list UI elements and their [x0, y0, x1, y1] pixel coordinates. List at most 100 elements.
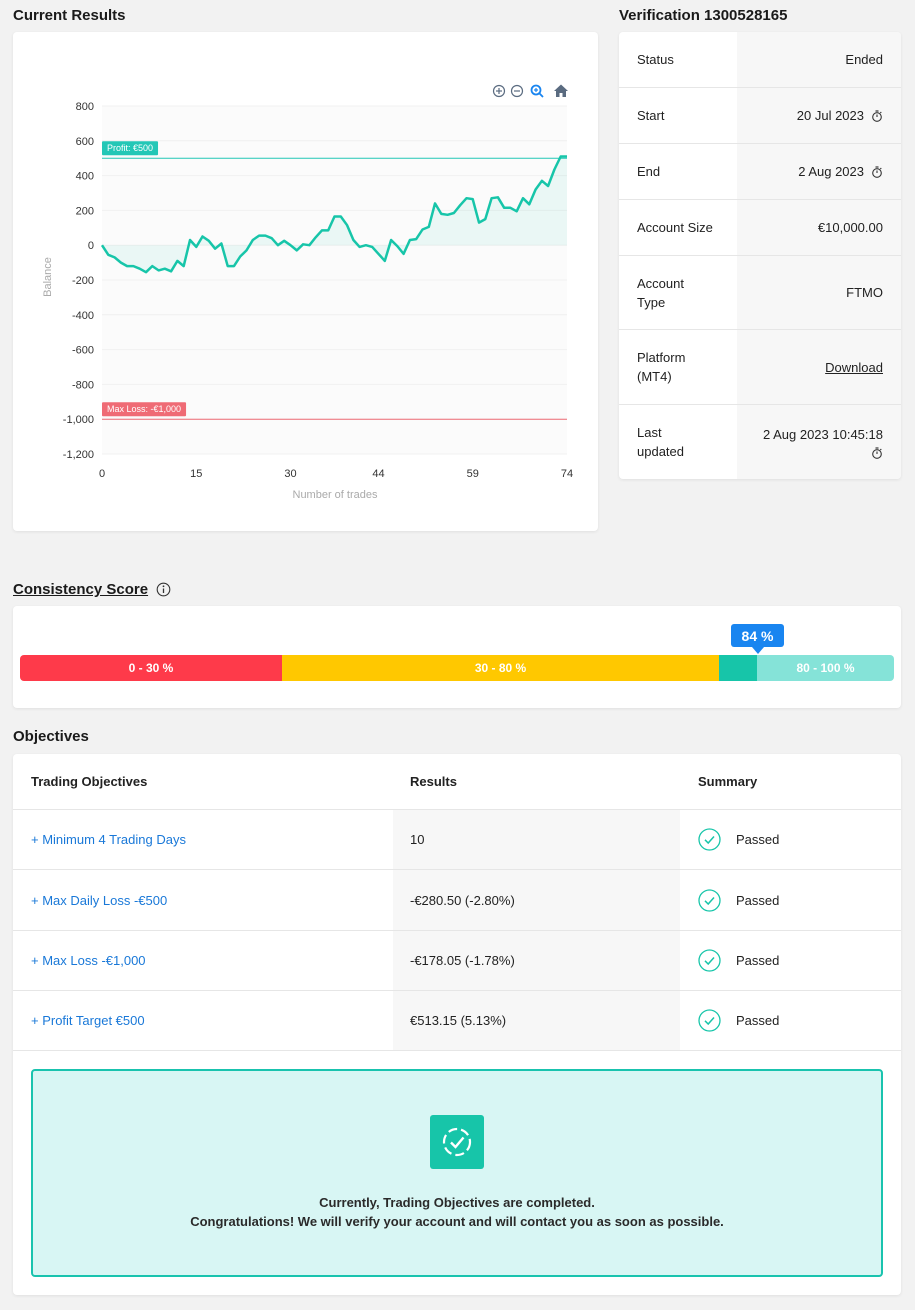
y-axis-ticks: 800 600 400 200 0 -200 -400 -600 -800 -1,000 -1,20…: [63, 101, 94, 461]
consistency-score-badge: 84 %: [731, 624, 784, 647]
verification-label-line2: Type: [637, 294, 666, 310]
verification-table: Status Ended Start 20 Jul 2023 End 2 Aug…: [619, 32, 901, 479]
objective-link-profit-target[interactable]: + Profit Target €500: [31, 1013, 145, 1028]
objective-result: €513.15 (5.13%): [393, 991, 680, 1050]
x-tick-label: 0: [99, 468, 105, 480]
completion-message-line1: Currently, Trading Objectives are comple…: [319, 1195, 595, 1210]
score-segment-low: 0 - 30 %: [20, 655, 282, 681]
objectives-title: Objectives: [13, 728, 89, 745]
score-segment-mid: 30 - 80 %: [282, 655, 719, 681]
balance-chart: Profit: €500 Max Loss: -€1,000 800 600 400…: [42, 84, 573, 501]
verification-label: Account: [637, 275, 684, 291]
verification-label: End: [637, 164, 661, 179]
y-tick-label: -200: [72, 275, 94, 287]
y-tick-label: -1,200: [63, 449, 94, 461]
consistency-score-title[interactable]: Consistency Score: [13, 581, 149, 598]
column-header-results: Results: [393, 754, 680, 809]
objective-link-max-loss[interactable]: + Max Loss -€1,000: [31, 953, 146, 968]
home-icon[interactable]: [554, 84, 568, 98]
x-tick-label: 74: [561, 468, 573, 480]
objectives-completed-banner: Currently, Trading Objectives are comple…: [31, 1069, 883, 1277]
objective-summary: Passed: [736, 953, 780, 968]
verification-label: Platform: [637, 350, 686, 365]
consistency-score-card: 0 - 30 % 30 - 80 % 80 - 100 % 84 %: [13, 606, 901, 708]
x-tick-label: 59: [467, 468, 479, 480]
objective-summary: Passed: [736, 832, 780, 847]
stopwatch-icon: [872, 447, 882, 459]
objective-link-max-daily-loss[interactable]: + Max Daily Loss -€500: [31, 892, 168, 908]
y-tick-label: -800: [72, 379, 94, 391]
verification-label: Last: [637, 425, 662, 440]
balance-chart-card: Profit: €500 Max Loss: -€1,000 800 600 400…: [13, 32, 598, 531]
y-tick-label: 400: [76, 171, 94, 183]
y-tick-label: -600: [72, 345, 94, 357]
score-segment-achieved: [719, 655, 757, 681]
check-circle-icon: [698, 828, 721, 851]
x-axis-title: Number of trades: [293, 489, 378, 501]
end-date-value: 2 Aug 2023: [798, 164, 864, 179]
success-badge-icon: [430, 1115, 484, 1169]
zoom-in-icon[interactable]: [492, 84, 506, 98]
y-tick-label: 200: [76, 205, 94, 217]
check-circle-icon: [698, 888, 721, 912]
verification-label: Status: [637, 52, 674, 67]
account-type-value: FTMO: [846, 285, 883, 300]
column-header-summary: Summary: [698, 774, 758, 789]
download-link[interactable]: Download: [825, 359, 883, 375]
start-date-value: 20 Jul 2023: [796, 108, 864, 123]
current-results-title: Current Results: [13, 7, 126, 24]
x-tick-label: 30: [284, 468, 296, 480]
stopwatch-icon: [872, 165, 882, 178]
objectives-table: Trading Objectives Results Summary + Min…: [13, 754, 901, 1295]
stopwatch-icon: [872, 109, 882, 122]
y-axis-title: Balance: [42, 257, 54, 297]
verification-row-account-size: Account Size €10,000.00: [619, 200, 901, 256]
balance-series-line: [100, 155, 567, 274]
zoom-out-icon[interactable]: [510, 84, 524, 98]
verification-title: Verification 1300528165: [619, 7, 788, 24]
column-header-objectives: Trading Objectives: [31, 774, 148, 789]
table-row: + Minimum 4 Trading Days 10 Passed: [13, 810, 901, 870]
x-axis-ticks: 0 15 30 44 59 74: [99, 468, 573, 480]
profit-target-label-text: Profit: €500: [107, 143, 153, 153]
balance-area: [102, 156, 567, 273]
account-size-value: €10,000.00: [817, 220, 883, 235]
verification-row-end: End 2 Aug 2023: [619, 144, 901, 200]
verification-label-line2: (MT4): [637, 369, 672, 384]
x-tick-label: 44: [372, 468, 384, 480]
x-tick-label: 15: [190, 468, 202, 480]
last-updated-value: 2 Aug 2023 10:45:18: [762, 427, 883, 442]
profit-target-label: Profit: €500: [102, 141, 159, 156]
status-value: Ended: [845, 52, 883, 67]
y-tick-label: 800: [76, 101, 94, 113]
objective-summary: Passed: [736, 892, 780, 908]
objectives-header-row: Trading Objectives Results Summary: [13, 754, 901, 810]
score-segment-high: 80 - 100 %: [757, 655, 894, 681]
y-tick-label: -400: [72, 310, 94, 322]
check-circle-icon: [698, 949, 721, 972]
max-loss-label-text: Max Loss: -€1,000: [107, 404, 181, 414]
verification-row-start: Start 20 Jul 2023: [619, 88, 901, 144]
verification-row-platform: Platform (MT4) Download: [619, 330, 901, 405]
y-tick-label: 0: [88, 240, 94, 252]
verification-row-account-type: Account Type FTMO: [619, 256, 901, 330]
score-badge-pointer: [752, 647, 764, 654]
verification-label: Start: [637, 108, 665, 123]
y-tick-label: 600: [76, 136, 94, 148]
objective-summary: Passed: [736, 1013, 780, 1028]
objective-result: -€280.50 (-2.80%): [393, 870, 680, 930]
info-icon[interactable]: [156, 582, 171, 597]
max-loss-label: Max Loss: -€1,000: [102, 402, 187, 417]
y-tick-label: -1,000: [63, 414, 94, 426]
check-circle-icon: [698, 1009, 721, 1032]
completion-message-line2: Congratulations! We will verify your acc…: [190, 1214, 724, 1229]
table-row: + Max Daily Loss -€500 -€280.50 (-2.80%)…: [13, 870, 901, 931]
zoom-select-icon[interactable]: [530, 84, 544, 98]
verification-label: Account Size: [637, 220, 713, 235]
objective-link-min-trading-days[interactable]: + Minimum 4 Trading Days: [31, 832, 186, 847]
objective-result: 10: [393, 810, 680, 869]
table-row: + Max Loss -€1,000 -€178.05 (-1.78%) Pas…: [13, 931, 901, 991]
objective-result: -€178.05 (-1.78%): [393, 931, 680, 990]
verification-row-status: Status Ended: [619, 32, 901, 88]
verification-row-last-updated: Last updated 2 Aug 2023 10:45:18: [619, 405, 901, 479]
